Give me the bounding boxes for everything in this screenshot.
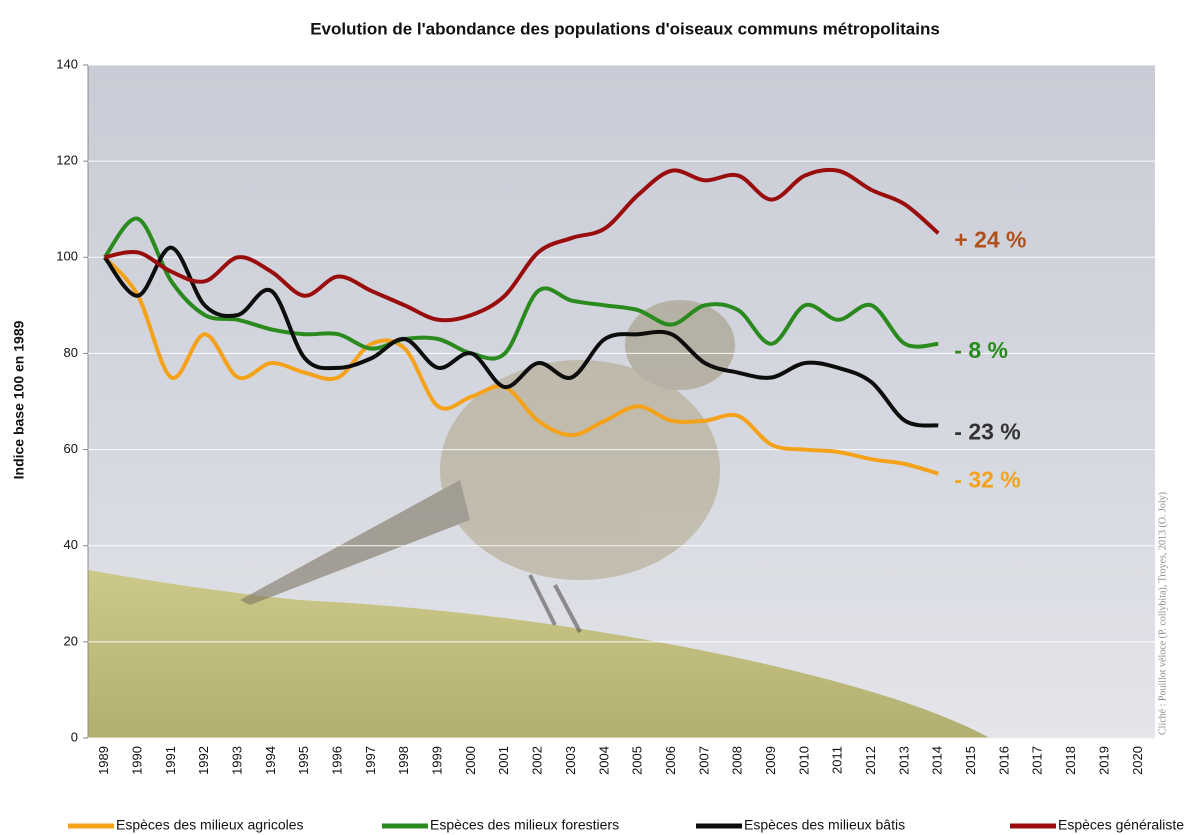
annotation: + 24 % [954,226,1026,252]
annotation: - 23 % [954,419,1020,445]
chart: Evolution de l'abondance des populations… [0,0,1184,835]
x-tick-label: 2011 [830,746,845,774]
y-tick-label: 0 [71,729,78,744]
x-tick-label: 2020 [1130,746,1145,775]
annotation: - 8 % [954,337,1008,363]
x-tick-label: 2013 [896,746,911,775]
x-tick-label: 1993 [229,746,244,775]
x-tick-label: 2006 [663,746,678,775]
x-tick-label: 2001 [496,746,511,775]
y-tick-label: 100 [56,249,78,264]
x-tick-label: 2000 [463,746,478,775]
chart-title: Evolution de l'abondance des populations… [310,19,940,38]
y-tick-label: 140 [56,56,78,71]
x-tick-label: 1995 [296,746,311,775]
x-tick-label: 2016 [996,746,1011,775]
x-tick-label: 2012 [863,746,878,775]
y-tick-label: 40 [64,537,78,552]
x-tick-label: 2015 [963,746,978,775]
x-tick-label: 1997 [363,746,378,775]
x-tick-label: 2004 [596,746,611,775]
x-tick-label: 2005 [630,746,645,775]
x-tick-label: 2009 [763,746,778,775]
x-tick-label: 1994 [263,746,278,775]
x-tick-label: 1990 [129,746,144,775]
x-tick-label: 1989 [96,746,111,775]
x-tick-label: 2008 [730,746,745,775]
x-tick-label: 1998 [396,746,411,775]
photo-credit: Cliché : Pouillot véloce (P. collybita),… [1157,492,1168,735]
x-tick-label: 2003 [563,746,578,775]
y-tick-label: 20 [64,633,78,648]
legend-label: Espèces des milieux agricoles [116,817,304,833]
y-tick-label: 60 [64,441,78,456]
x-tick-label: 2014 [930,746,945,775]
x-tick-label: 1992 [196,746,211,775]
legend-label: Espèces des milieux bâtis [744,817,905,833]
legend-label: Espèces généralistes [1058,817,1184,833]
legend-label: Espèces des milieux forestiers [430,817,619,833]
y-tick-label: 80 [64,345,78,360]
annotation: - 32 % [954,467,1020,493]
x-tick-label: 1999 [430,746,445,775]
x-tick-label: 2019 [1096,746,1111,775]
y-axis-label: Indice base 100 en 1989 [11,320,27,479]
x-tick-label: 1996 [330,746,345,775]
x-tick-label: 2010 [796,746,811,775]
x-tick-label: 2007 [696,746,711,775]
x-tick-label: 2018 [1063,746,1078,775]
x-tick-label: 2002 [530,746,545,775]
x-tick-label: 2017 [1030,746,1045,775]
x-tick-label: 1991 [163,746,178,775]
y-tick-label: 120 [56,153,78,168]
